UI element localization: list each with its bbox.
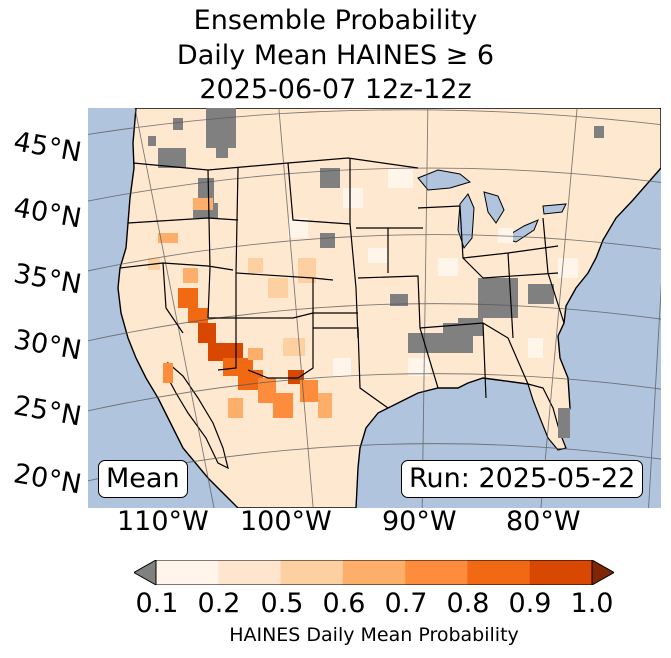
- grid-cell: [183, 268, 198, 283]
- grid-cell: [208, 343, 243, 361]
- colorbar-bin: [280, 560, 344, 585]
- grid-cell: [388, 168, 413, 188]
- grid-cell: [438, 258, 458, 276]
- longitude-label-90: 90°W: [382, 506, 457, 537]
- grid-cell: [188, 308, 208, 323]
- latitude-label-30: 30°N: [11, 324, 84, 367]
- mean-label: Mean: [98, 460, 188, 498]
- title-line-1: Ensemble Probability: [193, 5, 478, 36]
- map-panel: [88, 108, 661, 508]
- grid-cell: [198, 323, 216, 343]
- grid-cell: [333, 358, 351, 376]
- colorbar-bin: [218, 560, 282, 585]
- grid-cell: [318, 393, 332, 418]
- map-canvas: [88, 108, 661, 508]
- grid-cell: [320, 233, 335, 248]
- colorbar-bin: [467, 560, 531, 585]
- latitude-label-35: 35°N: [11, 258, 84, 301]
- grid-cell: [173, 118, 183, 130]
- colorbar-tick-5: 0.8: [446, 588, 490, 619]
- grid-cell: [320, 168, 340, 188]
- latitude-label-25: 25°N: [11, 390, 84, 433]
- grid-cell: [258, 378, 276, 403]
- grid-cell: [158, 148, 186, 168]
- grid-cell: [206, 108, 236, 148]
- longitude-label-80: 80°W: [506, 506, 581, 537]
- grid-cell: [248, 258, 263, 273]
- grid-cell: [558, 408, 570, 438]
- colorbar-tick-0: 0.1: [135, 588, 179, 619]
- grid-cell: [498, 228, 513, 243]
- graticule: [88, 108, 661, 508]
- grid-cell: [528, 284, 554, 304]
- colorbar-bins: [155, 560, 593, 585]
- colorbar-tick-1: 0.2: [197, 588, 241, 619]
- state-boundaries: [119, 157, 565, 409]
- grid-cell: [178, 288, 198, 308]
- baja-peninsula: [167, 361, 229, 470]
- grid-cell: [148, 136, 156, 146]
- colorbar-tick-3: 0.6: [322, 588, 366, 619]
- colorbar-under-arrow: [134, 560, 157, 585]
- grid-cell: [283, 338, 305, 356]
- grid-cell: [273, 393, 293, 418]
- grid-cell: [300, 380, 318, 402]
- colorbar: [134, 560, 614, 585]
- grid-cell: [594, 126, 604, 138]
- title-line-2: Daily Mean HAINES ≥ 6: [176, 40, 495, 71]
- grid-cell: [228, 398, 243, 418]
- grid-cell: [458, 318, 483, 336]
- colorbar-tick-4: 0.7: [384, 588, 428, 619]
- longitude-label-100: 100°W: [240, 506, 332, 537]
- colorbar-over-arrow: [591, 560, 614, 585]
- title-line-3: 2025-06-07 12z-12z: [199, 74, 472, 105]
- land-mass: [117, 108, 661, 508]
- latitude-label-20: 20°N: [11, 458, 84, 501]
- colorbar-tick-7: 1.0: [570, 588, 614, 619]
- grid-cell: [288, 218, 308, 238]
- colorbar-tick-6: 0.9: [508, 588, 552, 619]
- colorbar-bin: [529, 560, 593, 585]
- grid-cell: [408, 333, 453, 353]
- latitude-label-40: 40°N: [11, 192, 84, 235]
- grid-cell: [558, 258, 578, 278]
- grid-cell: [216, 148, 228, 158]
- run-date-label: Run: 2025-05-22: [401, 460, 644, 498]
- grid-cell: [248, 348, 263, 360]
- grid-cell: [343, 188, 363, 208]
- longitude-label-110: 110°W: [117, 506, 209, 537]
- grid-cell: [193, 198, 213, 210]
- latitude-label-45: 45°N: [11, 126, 84, 169]
- grid-cell: [390, 294, 408, 306]
- grid-cell: [163, 363, 173, 383]
- colorbar-bin: [156, 560, 219, 585]
- colorbar-bin: [342, 560, 406, 585]
- colorbar-bin: [405, 560, 468, 585]
- grid-cell: [268, 278, 288, 298]
- grid-cell: [158, 233, 178, 243]
- grid-cell: [368, 248, 388, 263]
- grid-cell: [528, 338, 543, 358]
- colorbar-tick-2: 0.5: [260, 588, 304, 619]
- colorbar-label: HAINES Daily Mean Probability: [229, 624, 519, 646]
